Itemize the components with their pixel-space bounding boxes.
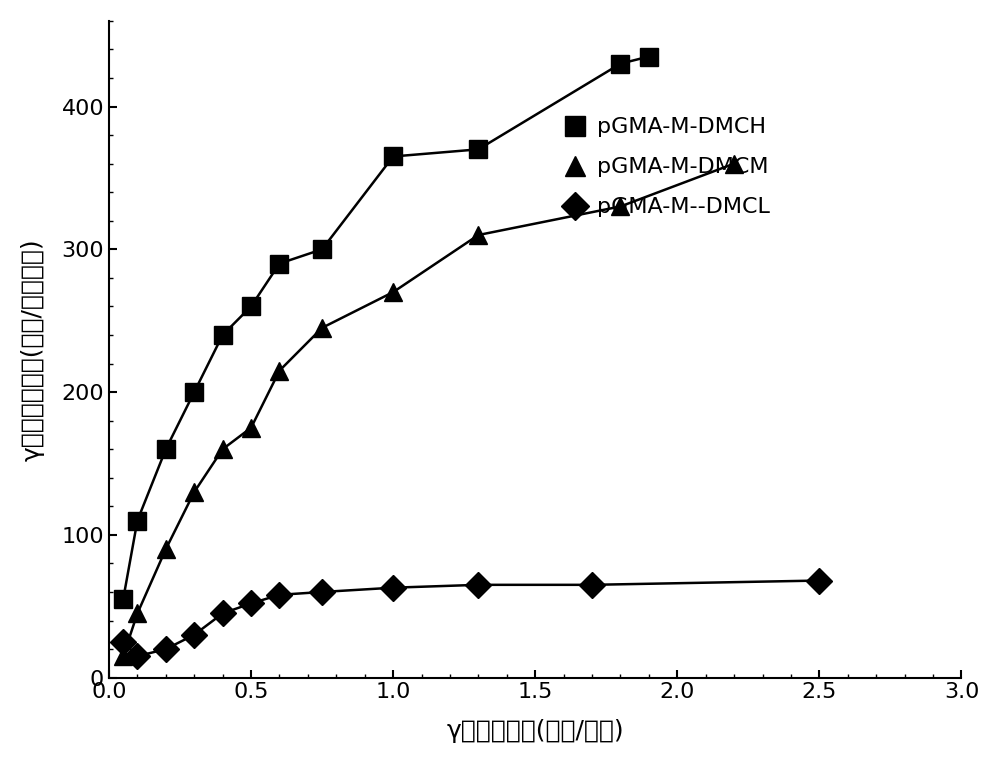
pGMA-M-DMCM — [245, 423, 257, 432]
X-axis label: γ球蛋白浓度(毫克/毫升): γ球蛋白浓度(毫克/毫升) — [446, 719, 624, 743]
Legend: pGMA-M-DMCH, pGMA-M-DMCM, pGMA-M--DMCL: pGMA-M-DMCH, pGMA-M-DMCM, pGMA-M--DMCL — [563, 111, 776, 224]
pGMA-M-DMCH — [472, 144, 484, 154]
Line: pGMA-M-DMCM: pGMA-M-DMCM — [114, 154, 743, 665]
pGMA-M-DMCH — [188, 387, 200, 397]
pGMA-M-DMCM — [188, 487, 200, 497]
pGMA-M--DMCL — [472, 580, 484, 589]
pGMA-M-DMCM — [273, 366, 285, 375]
Y-axis label: γ球蛋白吸附量(毫克/克湿介质): γ球蛋白吸附量(毫克/克湿介质) — [21, 238, 45, 461]
pGMA-M-DMCH — [131, 516, 143, 525]
pGMA-M-DMCM — [387, 287, 399, 296]
pGMA-M--DMCL — [117, 637, 129, 646]
pGMA-M--DMCL — [160, 645, 172, 654]
pGMA-M-DMCH — [614, 59, 626, 68]
pGMA-M-DMCH — [217, 330, 229, 339]
pGMA-M-DMCM — [614, 202, 626, 211]
Line: pGMA-M-DMCH: pGMA-M-DMCH — [114, 47, 658, 608]
pGMA-M-DMCH — [160, 445, 172, 454]
pGMA-M-DMCH — [387, 152, 399, 161]
pGMA-M-DMCH — [245, 302, 257, 311]
pGMA-M--DMCL — [188, 630, 200, 639]
pGMA-M-DMCH — [643, 52, 655, 61]
pGMA-M--DMCL — [813, 576, 825, 585]
pGMA-M--DMCL — [217, 609, 229, 618]
pGMA-M--DMCL — [387, 583, 399, 592]
pGMA-M-DMCM — [316, 323, 328, 332]
pGMA-M--DMCL — [316, 588, 328, 597]
Line: pGMA-M--DMCL: pGMA-M--DMCL — [114, 571, 828, 665]
pGMA-M-DMCM — [728, 159, 740, 168]
pGMA-M-DMCM — [160, 545, 172, 554]
pGMA-M-DMCH — [273, 259, 285, 268]
pGMA-M-DMCH — [117, 594, 129, 604]
pGMA-M--DMCL — [586, 580, 598, 589]
pGMA-M-DMCM — [217, 445, 229, 454]
pGMA-M--DMCL — [245, 599, 257, 608]
pGMA-M-DMCM — [472, 231, 484, 240]
pGMA-M-DMCM — [131, 609, 143, 618]
pGMA-M-DMCH — [316, 244, 328, 254]
pGMA-M-DMCM — [117, 652, 129, 661]
pGMA-M--DMCL — [273, 591, 285, 600]
pGMA-M--DMCL — [131, 652, 143, 661]
